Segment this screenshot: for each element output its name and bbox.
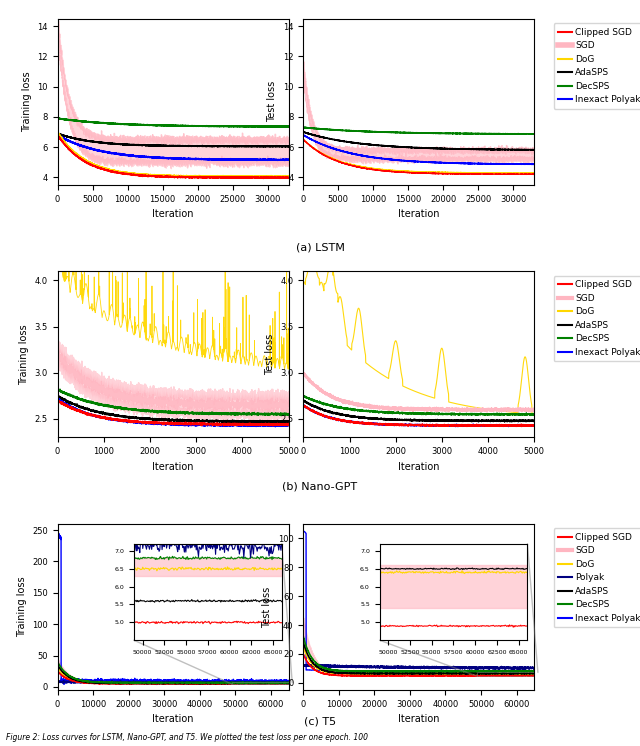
Text: (b) Nano-GPT: (b) Nano-GPT	[282, 481, 358, 491]
Text: (c) T5: (c) T5	[304, 716, 336, 726]
Legend: Clipped SGD, SGD, DoG, AdaSPS, DecSPS, Inexact Polyak Stepsize: Clipped SGD, SGD, DoG, AdaSPS, DecSPS, I…	[554, 276, 640, 361]
Y-axis label: Test loss: Test loss	[268, 81, 278, 122]
Bar	[477, 672, 538, 677]
X-axis label: Iteration: Iteration	[152, 209, 194, 219]
Y-axis label: Test loss: Test loss	[265, 333, 275, 375]
Text: Figure 2: Loss curves for LSTM, Nano-GPT, and T5. We plotted the test loss per o: Figure 2: Loss curves for LSTM, Nano-GPT…	[6, 733, 369, 742]
Y-axis label: Training loss: Training loss	[19, 324, 29, 385]
Text: (a) LSTM: (a) LSTM	[296, 242, 344, 252]
Legend: Clipped SGD, SGD, DoG, AdaSPS, DecSPS, Inexact Polyak Stepsize: Clipped SGD, SGD, DoG, AdaSPS, DecSPS, I…	[554, 23, 640, 109]
Legend: Clipped SGD, SGD, DoG, Polyak, AdaSPS, DecSPS, Inexact Polyak Stepsize: Clipped SGD, SGD, DoG, Polyak, AdaSPS, D…	[554, 528, 640, 627]
X-axis label: Iteration: Iteration	[398, 462, 440, 471]
Y-axis label: Test loss: Test loss	[262, 586, 272, 627]
X-axis label: Iteration: Iteration	[398, 209, 440, 219]
X-axis label: Iteration: Iteration	[152, 462, 194, 471]
X-axis label: Iteration: Iteration	[398, 715, 440, 724]
X-axis label: Iteration: Iteration	[152, 715, 194, 724]
Y-axis label: Training loss: Training loss	[17, 577, 27, 637]
Bar	[232, 683, 292, 684]
Y-axis label: Training loss: Training loss	[22, 72, 32, 132]
